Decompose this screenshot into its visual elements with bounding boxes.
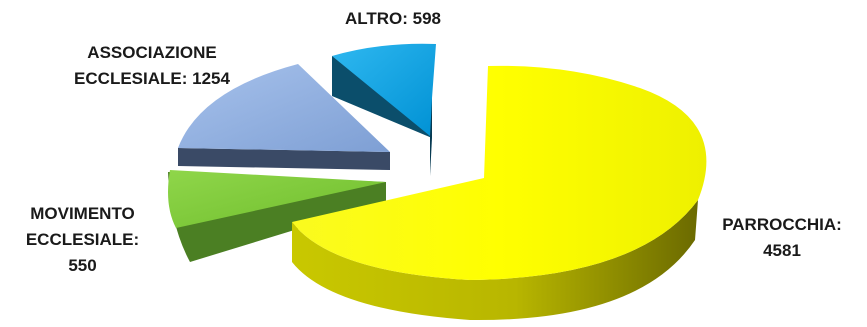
label-associazione-line-1: ASSOCIAZIONE xyxy=(87,43,217,62)
label-movimento-line-3: 550 xyxy=(68,256,97,275)
label-associazione: ASSOCIAZIONE ECCLESIALE: 1254 xyxy=(42,40,262,92)
label-parrocchia-line-1: PARROCCHIA: xyxy=(722,215,842,234)
slice-altro-side2 xyxy=(430,98,432,176)
slice-associazione-side xyxy=(178,148,390,170)
slice-movimento xyxy=(168,170,386,262)
slice-parrocchia-side xyxy=(292,200,698,321)
label-altro-line-1: ALTRO: 598 xyxy=(344,9,442,28)
label-movimento-line-1: MOVIMENTO xyxy=(30,204,135,223)
slice-altro xyxy=(332,43,436,176)
label-associazione-line-2: ECCLESIALE: 1254 xyxy=(74,69,230,88)
slice-altro-side xyxy=(332,56,432,138)
slice-movimento-top xyxy=(168,170,386,228)
label-movimento-line-2: ECCLESIALE: xyxy=(25,230,140,249)
label-altro: ALTRO: 598 xyxy=(318,6,468,32)
label-parrocchia-line-2: 4581 xyxy=(763,241,801,260)
slice-altro-top xyxy=(332,43,436,136)
slice-associazione-top xyxy=(178,64,390,152)
label-parrocchia: PARROCCHIA: 4581 xyxy=(702,212,862,264)
slice-parrocchia xyxy=(292,65,707,321)
slice-associazione xyxy=(178,64,390,170)
label-movimento: MOVIMENTO ECCLESIALE: 550 xyxy=(0,201,165,279)
slice-parrocchia-top xyxy=(292,65,707,280)
